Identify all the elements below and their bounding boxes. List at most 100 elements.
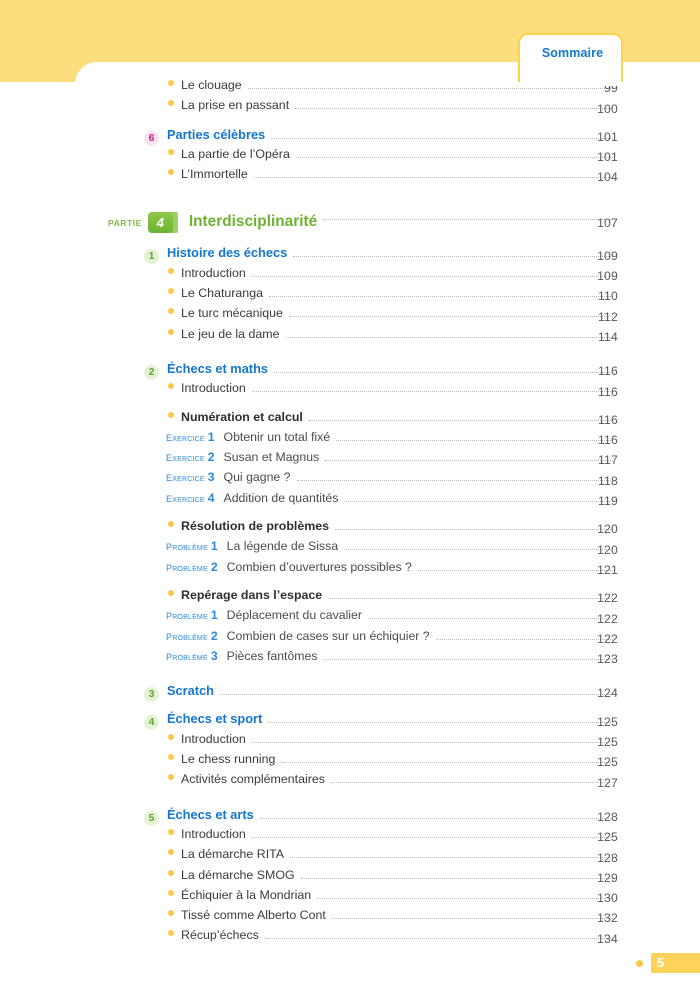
- toc-page-number: 118: [597, 473, 618, 488]
- toc-entry-section[interactable]: Introduction 116: [0, 381, 700, 401]
- toc-entry-section[interactable]: Récup’échecs 134: [0, 928, 700, 948]
- dot-leader: [325, 459, 613, 462]
- toc-entry-label: Le turc mécanique: [181, 306, 283, 321]
- toc-entry-section[interactable]: Résolution de problèmes 120: [0, 519, 700, 539]
- toc-entry-section[interactable]: Tissé comme Alberto Cont 132: [0, 908, 700, 928]
- exercise-number: 3: [210, 648, 218, 663]
- toc-page-number: 125: [597, 735, 618, 750]
- toc-entry-label: Activités complémentaires: [181, 772, 325, 787]
- toc-entry-section[interactable]: Numération et calcul 116: [0, 410, 700, 430]
- exercise-number: 2: [207, 450, 215, 465]
- bullet-icon: [168, 411, 174, 418]
- toc-page-number: 107: [597, 216, 618, 231]
- dot-leader: [271, 137, 613, 139]
- toc-entry-label: Introduction: [181, 731, 246, 746]
- dot-leader: [268, 721, 613, 724]
- chapter-number-badge: 5: [144, 810, 159, 826]
- toc-entry-exercise[interactable]: Problème 3 Pièces fantômes 123: [0, 649, 700, 669]
- toc-entry-label: Le clouage: [181, 78, 242, 92]
- dot-leader: [290, 856, 613, 859]
- dot-leader: [251, 741, 613, 743]
- exercise-tag: Exercice: [166, 490, 205, 505]
- page-body: [75, 62, 700, 990]
- dot-leader: [268, 295, 613, 298]
- toc-entry-exercise[interactable]: Problème 2 Combien d’ouvertures possibles …: [0, 560, 700, 580]
- bullet-icon: [168, 910, 174, 917]
- toc-entry-part[interactable]: Partie 4 Interdisciplinarité 107: [0, 207, 700, 237]
- toc-entry-exercise[interactable]: Exercice 4 Addition de quantités 119: [0, 491, 700, 511]
- toc-entry-chapter[interactable]: 3 Scratch 124: [0, 683, 700, 703]
- toc-entry-label: Interdisciplinarité: [188, 213, 318, 231]
- toc-entry-exercise[interactable]: Exercice 1 Obtenir un total fixé 116: [0, 430, 700, 450]
- dot-leader: [344, 500, 613, 502]
- toc-entry-section[interactable]: Échiquier à la Mondrian 130: [0, 888, 700, 908]
- dot-leader: [264, 937, 613, 940]
- toc-spacer: [0, 580, 700, 588]
- toc-page-number: 120: [597, 522, 618, 537]
- dot-leader: [293, 255, 613, 258]
- toc-entry-exercise[interactable]: Problème 1 Déplacement du cavalier 122: [0, 608, 700, 628]
- toc-entry-section[interactable]: L’Immortelle 104: [0, 167, 700, 187]
- toc-entry-label: Échecs et sport: [167, 711, 263, 727]
- toc-entry-section[interactable]: Introduction 125: [0, 827, 700, 847]
- toc-page-number: 128: [597, 850, 618, 865]
- toc-spacer: [0, 793, 700, 807]
- toc-entry-section[interactable]: Le chess running 125: [0, 752, 700, 772]
- chapter-number-badge: 2: [144, 364, 159, 380]
- toc-entry-exercise[interactable]: Problème 2 Combien de cases sur un échiqui…: [0, 629, 700, 649]
- bullet-icon: [168, 849, 174, 856]
- bullet-icon: [168, 169, 174, 176]
- footer-page-number: 5: [657, 956, 664, 970]
- bullet-icon: [168, 148, 174, 155]
- toc-entry-section[interactable]: Le jeu de la dame 114: [0, 327, 700, 347]
- toc-spacer: [0, 237, 700, 245]
- toc-entry-chapter[interactable]: 4 Échecs et sport 125: [0, 711, 700, 731]
- exercise-number: 1: [210, 539, 218, 554]
- dot-leader: [288, 315, 613, 318]
- toc-entry-label: La légende de Sissa: [226, 539, 339, 554]
- dot-leader: [285, 336, 613, 338]
- toc-page-number: 114: [597, 329, 618, 344]
- toc-entry-section[interactable]: La démarche RITA 128: [0, 847, 700, 867]
- toc-page-number: 101: [597, 150, 618, 165]
- dot-leader: [308, 419, 613, 421]
- dot-leader: [367, 617, 613, 620]
- toc-entry-section[interactable]: Activités complémentaires 127: [0, 772, 700, 792]
- bullet-icon: [168, 733, 174, 740]
- toc-entry-section[interactable]: Le turc mécanique 112: [0, 306, 700, 326]
- dot-leader: [296, 479, 613, 482]
- chapter-number-badge: 3: [144, 687, 159, 703]
- toc-page-number: 122: [597, 631, 618, 646]
- toc-entry-label: Obtenir un total fixé: [223, 429, 331, 444]
- toc-entry-section[interactable]: Le Chaturanga 110: [0, 286, 700, 306]
- dot-leader: [344, 548, 613, 551]
- toc-entry-section[interactable]: La partie de l’Opéra 101: [0, 147, 700, 167]
- dot-leader: [274, 371, 613, 373]
- toc-entry-section[interactable]: La prise en passant 100: [0, 98, 700, 118]
- toc-entry-exercise[interactable]: Problème 1 La légende de Sissa 120: [0, 539, 700, 559]
- exercise-tag: Problème: [166, 559, 208, 574]
- toc-entry-section[interactable]: Introduction 125: [0, 732, 700, 752]
- exercise-tag: Problème: [166, 608, 208, 623]
- chapter-number-badge: 6: [144, 130, 159, 146]
- dot-leader: [336, 439, 613, 441]
- toc-entry-label: Parties célèbres: [167, 126, 266, 142]
- toc-entry-chapter[interactable]: 1 Histoire des échecs 109: [0, 245, 700, 265]
- bullet-icon: [168, 589, 174, 596]
- toc-entry-section[interactable]: Repérage dans l’espace 122: [0, 588, 700, 608]
- dot-leader: [435, 638, 613, 640]
- exercise-number: 1: [210, 608, 218, 623]
- toc-entry-exercise[interactable]: Exercice 2 Susan et Magnus 117: [0, 450, 700, 470]
- toc-entry-chapter[interactable]: 2 Échecs et maths 116: [0, 361, 700, 381]
- toc-entry-exercise[interactable]: Exercice 3 Qui gagne ? 118: [0, 470, 700, 490]
- toc-page-number: 122: [597, 611, 618, 626]
- toc-entry-section[interactable]: La démarche SMOG 129: [0, 868, 700, 888]
- toc-entry-chapter[interactable]: 5 Échecs et arts 128: [0, 807, 700, 827]
- sommaire-tab[interactable]: Sommaire: [518, 33, 623, 82]
- toc-page-number: 116: [597, 433, 618, 448]
- bullet-icon: [168, 100, 174, 107]
- toc-entry-chapter[interactable]: 6 Parties célèbres 101: [0, 127, 700, 147]
- toc-page-number: 116: [597, 364, 618, 379]
- toc-entry-section[interactable]: Introduction 109: [0, 266, 700, 286]
- footer-page-bar: [651, 953, 700, 973]
